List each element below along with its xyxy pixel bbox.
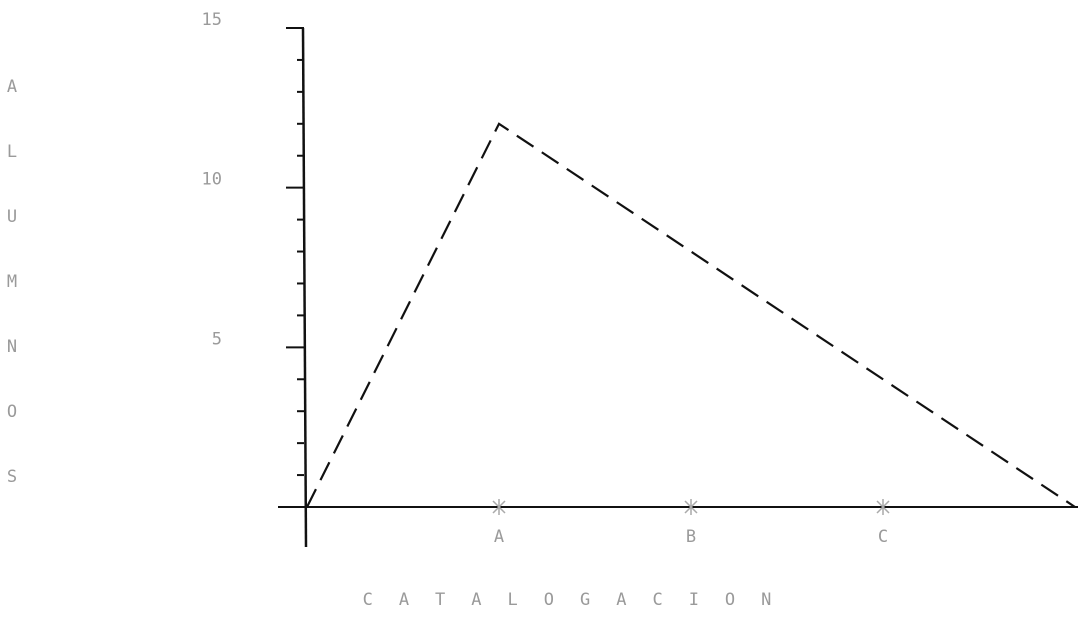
y-tick-label: 15 [202, 10, 222, 30]
y-axis [301, 27, 308, 548]
data-line [306, 122, 1076, 508]
y-tick-label: 5 [212, 329, 222, 349]
category-marker [492, 499, 506, 515]
category-marker [876, 499, 890, 515]
y-axis-label: ALUMNOS [6, 77, 18, 487]
x-tick-label: C [878, 527, 888, 547]
x-axis-label: CATALOGACION [362, 590, 798, 610]
x-tick-label: A [494, 527, 504, 547]
category-marker [684, 499, 698, 515]
x-tick-label: B [686, 527, 696, 547]
y-tick-label: 10 [202, 170, 222, 190]
